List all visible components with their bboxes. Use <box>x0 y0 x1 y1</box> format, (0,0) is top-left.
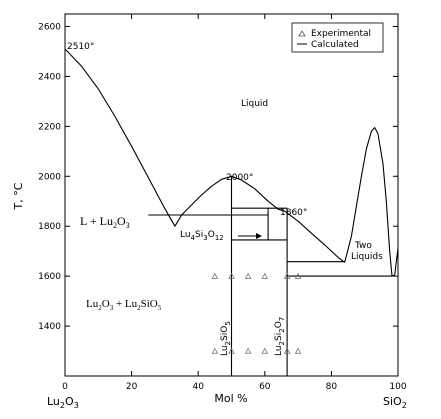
experimental-point <box>211 347 219 354</box>
plot-frame <box>64 13 399 377</box>
calculated-line <box>284 210 346 263</box>
x-tick-label: 80 <box>326 382 338 392</box>
legend-calculated-label: Calculated <box>311 40 359 50</box>
calculated-lines <box>65 48 398 376</box>
annotation-l-lu2o3: L + Lu2O3 <box>80 214 130 230</box>
y-tick-label: 2600 <box>38 22 61 32</box>
experimental-point <box>294 347 302 354</box>
legend-experimental-marker <box>298 30 306 37</box>
annotation-lu4si3o12: Lu4Si3O12 <box>180 230 224 242</box>
x-axis-label: Mol % <box>214 392 247 405</box>
y-tick-label: 2400 <box>38 72 61 82</box>
experimental-point <box>261 347 268 354</box>
legend-box <box>291 22 384 53</box>
x-axis-end-label-right: SiO2 <box>383 395 407 410</box>
y-tick-label: 2200 <box>38 122 61 132</box>
calculated-line <box>65 48 183 227</box>
annotation-lu4si3o12-arrowhead <box>256 233 262 239</box>
annotation-lu2o3-lu2sio5: Lu2O3 + Lu2SiO5 <box>86 298 162 312</box>
annotation-2510: 2510° <box>67 42 94 52</box>
experimental-point <box>283 347 291 354</box>
experimental-point <box>244 272 252 279</box>
annotation-1860: 1860° <box>280 208 307 218</box>
experimental-point <box>294 272 302 279</box>
annotation-lu2si2o7-vertical: Lu2Si2O7 <box>274 317 286 356</box>
x-tick-label: 0 <box>62 382 68 392</box>
experimental-point <box>261 272 268 279</box>
calculated-line <box>344 127 398 277</box>
legend-experimental-label: Experimental <box>311 29 371 39</box>
annotation-two-liquids-line1: Two <box>354 241 372 251</box>
y-tick-label: 1400 <box>38 322 61 332</box>
calculated-line <box>231 207 269 241</box>
experimental-point <box>228 347 235 354</box>
annotation-two-liquids-line2: Liquids <box>351 252 383 262</box>
axis-ticks: 0 20 40 60 80 100 1400 1600 1800 2000 2200 2400 2600 <box>38 14 407 392</box>
x-tick-label: 40 <box>192 382 204 392</box>
annotation-lu2sio5-vertical: Lu2SiO5 <box>220 321 232 356</box>
x-tick-label: 60 <box>259 382 271 392</box>
y-axis-label: T, °C <box>12 182 25 210</box>
x-axis-end-label-left: Lu2O3 <box>47 395 79 410</box>
legend: Experimental Calculated <box>291 22 384 53</box>
experimental-point <box>244 347 252 354</box>
annotation-2000: 2000° <box>226 173 253 183</box>
annotation-liquid: Liquid <box>241 99 268 109</box>
experimental-point <box>228 272 235 279</box>
experimental-point <box>211 272 219 279</box>
y-tick-label: 2000 <box>38 172 61 182</box>
experimental-points <box>211 272 302 354</box>
x-tick-label: 100 <box>389 382 406 392</box>
y-tick-label: 1600 <box>38 272 61 282</box>
x-tick-label: 20 <box>126 382 138 392</box>
experimental-point <box>283 272 291 279</box>
y-tick-label: 1800 <box>38 222 61 232</box>
